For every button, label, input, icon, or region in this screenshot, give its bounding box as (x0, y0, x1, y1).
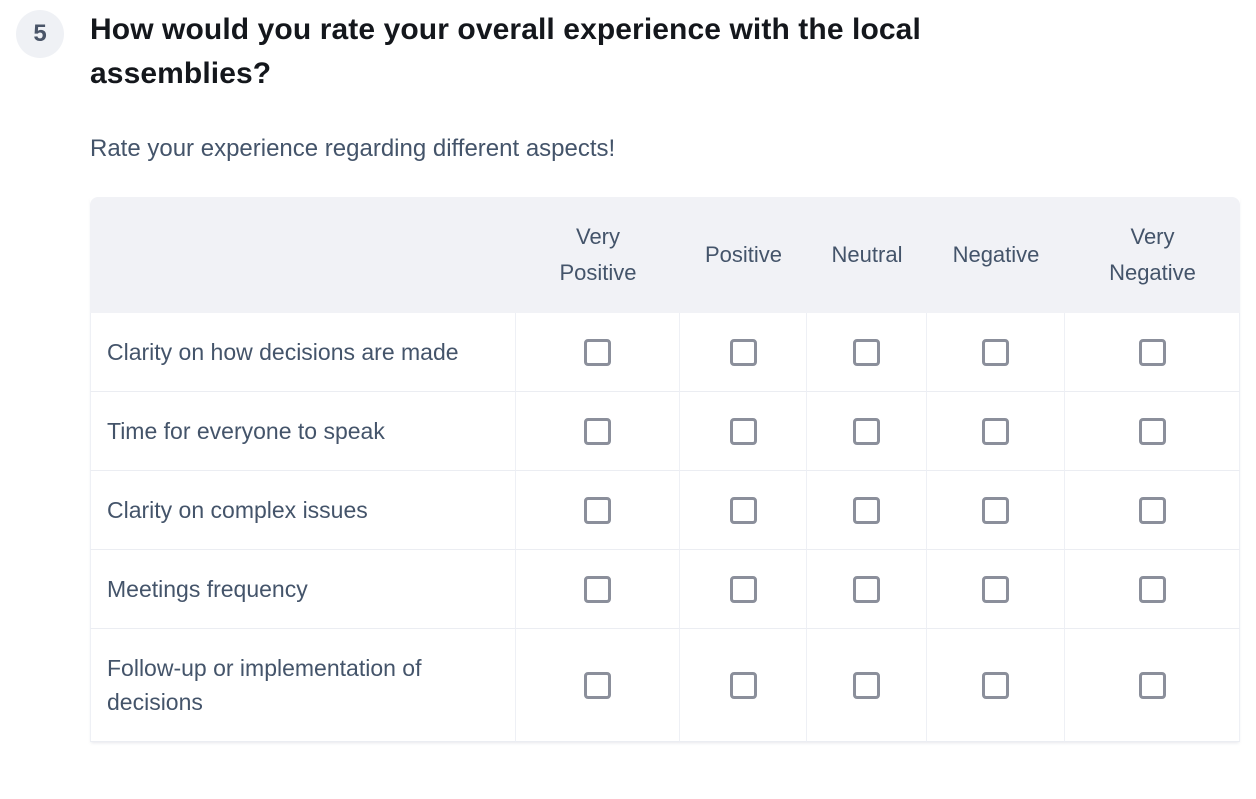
answer-cell (1065, 471, 1240, 550)
answer-cell (807, 471, 927, 550)
answer-cell (1065, 629, 1240, 742)
rating-matrix: Very Positive Positive Neutral Negative Very… (90, 197, 1240, 742)
answer-cell (516, 471, 680, 550)
question-number-badge: 5 (16, 10, 64, 58)
checkbox-row5-col5[interactable] (1138, 671, 1166, 699)
checkbox-row1-col2[interactable] (729, 338, 757, 366)
row-label-column-header (90, 197, 516, 313)
column-header-neutral: Neutral (807, 197, 927, 313)
answer-cell (927, 313, 1065, 392)
answer-cell (1065, 313, 1240, 392)
answer-cell (680, 629, 807, 742)
checkbox-row4-col4[interactable] (982, 575, 1009, 603)
checkbox-row3-col4[interactable] (982, 496, 1009, 524)
checkbox-row1-col5[interactable] (1138, 338, 1166, 366)
table-row: Time for everyone to speak (90, 392, 1240, 471)
question-subtitle: Rate your experience regarding different… (90, 135, 616, 162)
answer-cell (927, 471, 1065, 550)
rating-matrix-table: Very Positive Positive Neutral Negative Very… (90, 197, 1240, 742)
checkbox-row2-col5[interactable] (1138, 417, 1166, 445)
table-row: Clarity on complex issues (90, 471, 1240, 550)
checkbox-row5-col2[interactable] (729, 671, 757, 699)
answer-cell (516, 313, 680, 392)
column-header-positive: Positive (680, 197, 807, 313)
answer-cell (516, 392, 680, 471)
answer-cell (516, 550, 680, 629)
checkbox-row1-col3[interactable] (853, 338, 880, 366)
checkbox-row5-col1[interactable] (584, 671, 611, 699)
checkbox-row3-col3[interactable] (853, 496, 880, 524)
checkbox-row4-col1[interactable] (584, 575, 611, 603)
answer-cell (680, 392, 807, 471)
answer-cell (680, 313, 807, 392)
row-label-clarity-on-complex-issues: Clarity on complex issues (90, 471, 516, 550)
row-label-clarity-on-how-decisions-are-made: Clarity on how decisions are made (90, 313, 516, 392)
answer-cell (1065, 392, 1240, 471)
question-number: 5 (33, 20, 47, 47)
answer-cell (927, 550, 1065, 629)
answer-cell (927, 629, 1065, 742)
answer-cell (807, 629, 927, 742)
table-row: Meetings frequency (90, 550, 1240, 629)
matrix-header-row: Very Positive Positive Neutral Negative Very… (90, 197, 1240, 313)
answer-cell (807, 392, 927, 471)
question-title: How would you rate your overall experien… (90, 13, 921, 90)
matrix-body: Clarity on how decisions are made Time fo… (90, 313, 1240, 742)
checkbox-row4-col2[interactable] (729, 575, 757, 603)
column-header-negative: Negative (927, 197, 1065, 313)
checkbox-row2-col2[interactable] (729, 417, 757, 445)
table-row: Follow-up or implementation of decisions (90, 629, 1240, 742)
checkbox-row2-col3[interactable] (853, 417, 880, 445)
answer-cell (807, 550, 927, 629)
matrix-header: Very Positive Positive Neutral Negative Very… (90, 197, 1240, 313)
checkbox-row3-col5[interactable] (1138, 496, 1166, 524)
answer-cell (1065, 550, 1240, 629)
answer-cell (807, 313, 927, 392)
table-row: Clarity on how decisions are made (90, 313, 1240, 392)
checkbox-row5-col3[interactable] (853, 671, 880, 699)
checkbox-row4-col5[interactable] (1138, 575, 1166, 603)
column-header-very-positive: Very Positive (516, 197, 680, 313)
checkbox-row1-col4[interactable] (982, 338, 1009, 366)
checkbox-row1-col1[interactable] (584, 338, 611, 366)
checkbox-row2-col1[interactable] (584, 417, 611, 445)
row-label-follow-up-or-implementation-of-decisions: Follow-up or implementation of decisions (90, 629, 516, 742)
checkbox-row3-col2[interactable] (729, 496, 757, 524)
answer-cell (680, 471, 807, 550)
question-content: How would you rate your overall experien… (90, 0, 1240, 742)
answer-cell (680, 550, 807, 629)
column-header-very-negative: Very Negative (1065, 197, 1240, 313)
answer-cell (516, 629, 680, 742)
checkbox-row4-col3[interactable] (853, 575, 880, 603)
row-label-meetings-frequency: Meetings frequency (90, 550, 516, 629)
checkbox-row3-col1[interactable] (584, 496, 611, 524)
row-label-time-for-everyone-to-speak: Time for everyone to speak (90, 392, 516, 471)
checkbox-row2-col4[interactable] (982, 417, 1009, 445)
answer-cell (927, 392, 1065, 471)
checkbox-row5-col4[interactable] (982, 671, 1009, 699)
